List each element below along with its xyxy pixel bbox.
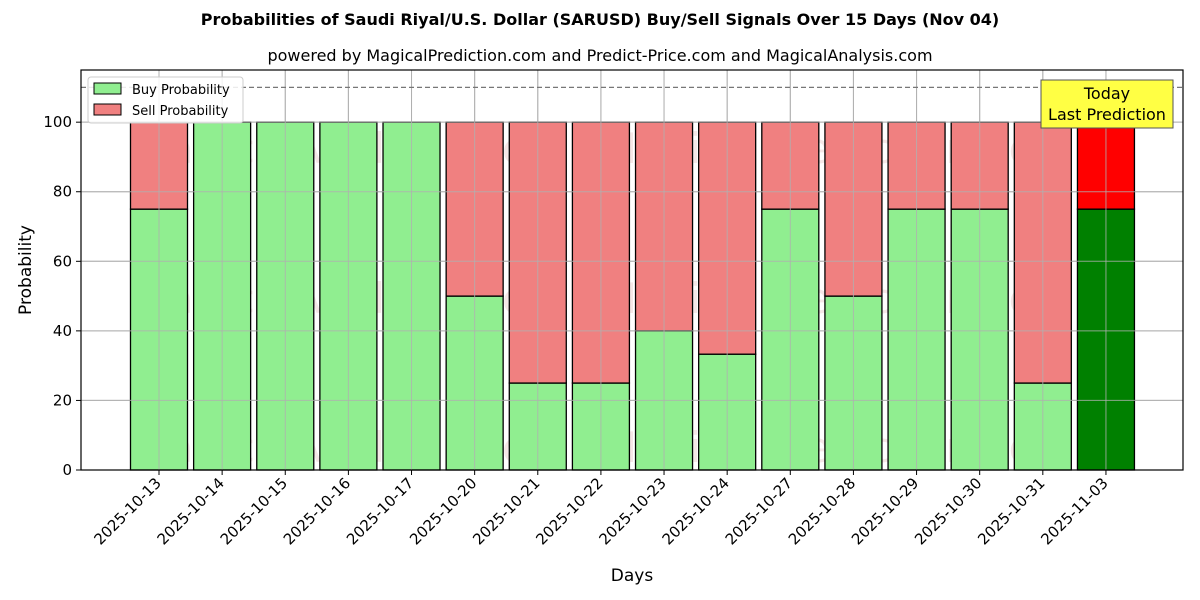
x-tick-label: 2025-10-22: [532, 474, 606, 548]
x-tick-label: 2025-10-23: [595, 474, 669, 548]
x-tick-label: 2025-10-21: [469, 474, 543, 548]
chart-subtitle: powered by MagicalPrediction.com and Pre…: [267, 46, 933, 65]
x-tick-label: 2025-10-15: [217, 474, 291, 548]
legend: Buy Probability Sell Probability: [87, 76, 244, 124]
y-tick-label: 100: [43, 113, 72, 131]
x-axis-label: Days: [611, 566, 654, 586]
y-tick-label: 20: [53, 391, 72, 409]
x-tick-label: 2025-10-31: [974, 474, 1048, 548]
x-tick-label: 2025-10-17: [343, 474, 417, 548]
y-tick-label: 80: [53, 183, 72, 201]
y-tick-label: 60: [53, 252, 72, 270]
x-tick-label: 2025-10-27: [722, 474, 796, 548]
x-tick-label: 2025-10-20: [406, 474, 480, 548]
legend-box: [87, 76, 244, 124]
legend-sell-label: Sell Probability: [132, 104, 229, 119]
x-tick-label: 2025-10-14: [154, 474, 228, 548]
x-tick-label: 2025-10-16: [280, 474, 354, 548]
x-tick-label: 2025-10-24: [659, 474, 733, 548]
x-tick-label: 2025-11-03: [1037, 474, 1111, 548]
y-tick-label: 40: [53, 322, 72, 340]
annotation-line1: Today: [1083, 84, 1130, 103]
legend-sell-swatch: [93, 103, 122, 116]
annotation-line2: Last Prediction: [1048, 105, 1166, 124]
x-tick-label: 2025-10-13: [90, 474, 164, 548]
x-tick-label: 2025-10-30: [911, 474, 985, 548]
legend-buy-label: Buy Probability: [132, 83, 230, 98]
chart-title: Probabilities of Saudi Riyal/U.S. Dollar…: [200, 10, 1000, 29]
x-tick-label: 2025-10-29: [848, 474, 922, 548]
x-tick-label: 2025-10-28: [785, 474, 859, 548]
y-axis-label: Probability: [16, 225, 36, 315]
today-annotation: Today Last Prediction: [1040, 79, 1174, 129]
annotation-box: [1040, 79, 1174, 129]
y-tick-label: 0: [62, 461, 72, 479]
legend-buy-swatch: [93, 82, 122, 95]
plot-frame: [80, 69, 1184, 471]
